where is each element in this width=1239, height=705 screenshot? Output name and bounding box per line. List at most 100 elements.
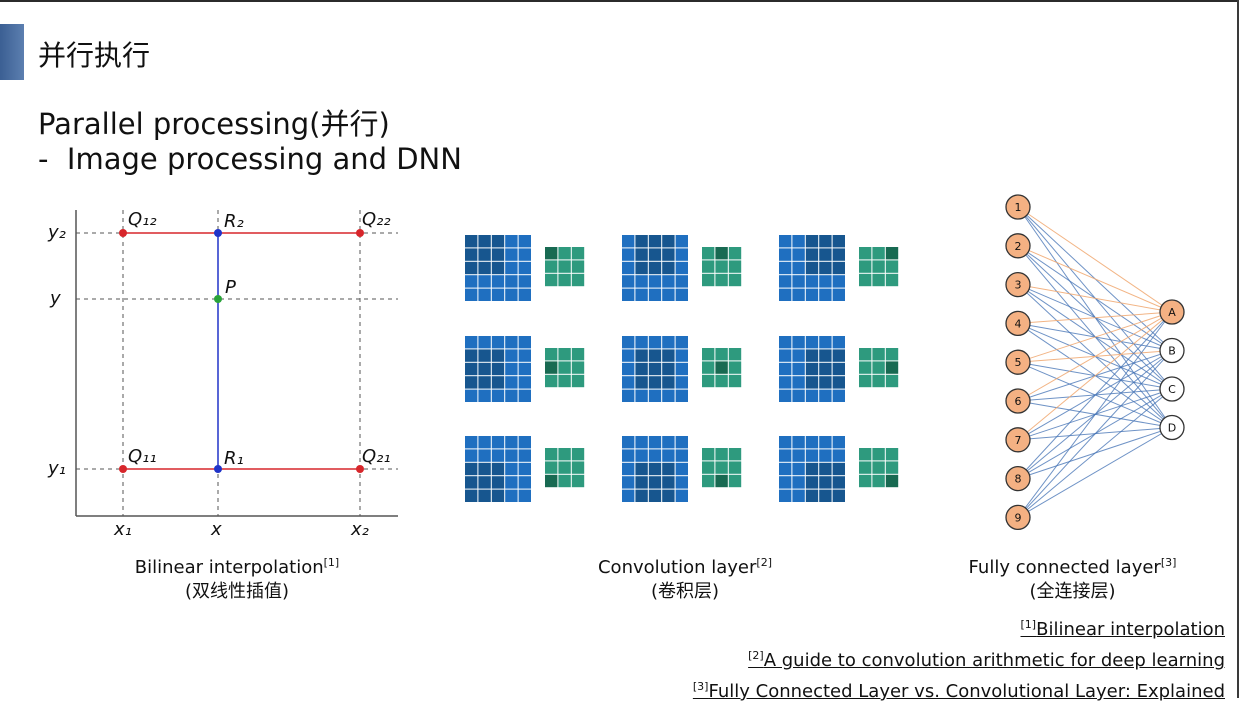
input-cell xyxy=(779,436,792,449)
input-cell xyxy=(662,336,675,349)
input-cell xyxy=(648,288,662,301)
output-cell xyxy=(859,361,872,374)
input-cell xyxy=(805,449,819,462)
input-cell xyxy=(819,362,832,376)
label-q21: Q₂₁ xyxy=(362,446,391,467)
input-cell xyxy=(518,376,531,389)
input-cell xyxy=(635,362,648,376)
input-cell xyxy=(662,362,675,376)
input-cell xyxy=(832,288,845,301)
output-cell xyxy=(702,361,715,374)
input-cell xyxy=(465,489,478,502)
input-cell xyxy=(792,248,805,261)
input-cell xyxy=(832,436,845,449)
input-cell xyxy=(622,389,635,402)
output-cell xyxy=(728,374,742,388)
input-cell xyxy=(675,349,688,362)
input-cell xyxy=(518,436,531,449)
input-cell xyxy=(648,235,662,248)
input-cell xyxy=(465,436,478,449)
input-cell xyxy=(518,288,531,301)
input-cell xyxy=(805,462,819,476)
input-cell xyxy=(675,436,688,449)
bilinear-figure: y₂ y y₁ x₁ x x₂ Q₁₂ R₂ Q₂₂ P Q₁₁ R₁ Q₂₁ xyxy=(47,209,398,540)
input-node-label: 4 xyxy=(1015,317,1022,330)
references: [1]Bilinear interpolation [2]A guide to … xyxy=(693,612,1225,705)
input-cell xyxy=(491,336,505,349)
input-cell xyxy=(832,261,845,275)
input-cell xyxy=(832,275,845,288)
output-cell xyxy=(872,448,885,461)
r2-point xyxy=(214,229,222,237)
input-node-label: 9 xyxy=(1015,511,1022,524)
input-cell xyxy=(792,349,805,362)
output-cell xyxy=(715,361,728,374)
output-cell xyxy=(728,461,742,474)
output-cell xyxy=(545,474,558,488)
output-cell xyxy=(885,247,899,260)
input-cell xyxy=(648,449,662,462)
input-cell xyxy=(648,476,662,489)
input-cell xyxy=(805,476,819,489)
input-cell xyxy=(805,288,819,301)
conv-step xyxy=(465,436,585,502)
input-cell xyxy=(622,436,635,449)
input-node-label: 5 xyxy=(1015,356,1022,369)
fully-connected-caption-title: Fully connected layer xyxy=(968,557,1161,578)
input-cell xyxy=(819,261,832,275)
output-cell xyxy=(702,474,715,488)
input-cell xyxy=(505,336,518,349)
input-cell xyxy=(478,288,491,301)
output-cell xyxy=(885,461,899,474)
input-cell xyxy=(635,436,648,449)
input-cell xyxy=(819,376,832,389)
input-cell xyxy=(779,349,792,362)
input-cell xyxy=(779,261,792,275)
fully-connected-caption-ref: [3] xyxy=(1160,556,1177,569)
input-cell xyxy=(505,235,518,248)
slide-bullet: - Image processing and DNN xyxy=(38,142,462,176)
input-cell xyxy=(491,376,505,389)
input-cell xyxy=(505,389,518,402)
input-cell xyxy=(819,489,832,502)
input-cell xyxy=(819,349,832,362)
input-cell xyxy=(832,349,845,362)
conv-step xyxy=(779,436,899,502)
reference-link-1[interactable]: [1]Bilinear interpolation xyxy=(1020,618,1225,640)
output-cell xyxy=(728,474,742,488)
input-cell xyxy=(675,288,688,301)
q22-point xyxy=(356,229,364,237)
convolution-caption-ref: [2] xyxy=(756,556,773,569)
q21-point xyxy=(356,465,364,473)
output-node: A xyxy=(1159,299,1185,325)
input-cell xyxy=(635,275,648,288)
input-cell xyxy=(779,288,792,301)
input-cell xyxy=(792,261,805,275)
input-cell xyxy=(635,389,648,402)
input-cell xyxy=(505,261,518,275)
input-cell xyxy=(832,362,845,376)
output-cell xyxy=(702,461,715,474)
input-cell xyxy=(675,336,688,349)
r1-point xyxy=(214,465,222,473)
reference-link-3[interactable]: [3]Fully Connected Layer vs. Convolution… xyxy=(692,680,1225,702)
output-cell xyxy=(885,448,899,461)
input-cell xyxy=(792,288,805,301)
slide-heading: Parallel processing(并行) xyxy=(38,107,390,141)
reference-link-2[interactable]: [2]A guide to convolution arithmetic for… xyxy=(748,649,1225,671)
input-cell xyxy=(819,288,832,301)
input-cell xyxy=(478,349,491,362)
input-node: 1 xyxy=(1005,194,1031,220)
output-cell xyxy=(728,348,742,361)
input-cell xyxy=(478,489,491,502)
output-node-label: D xyxy=(1168,422,1176,435)
input-cell xyxy=(635,261,648,275)
input-cell xyxy=(832,376,845,389)
input-cell xyxy=(805,389,819,402)
bilinear-caption-ref: [1] xyxy=(323,556,340,569)
input-cell xyxy=(505,489,518,502)
input-cell xyxy=(622,489,635,502)
input-cell xyxy=(518,462,531,476)
label-q22: Q₂₂ xyxy=(362,209,391,230)
output-cell xyxy=(715,461,728,474)
